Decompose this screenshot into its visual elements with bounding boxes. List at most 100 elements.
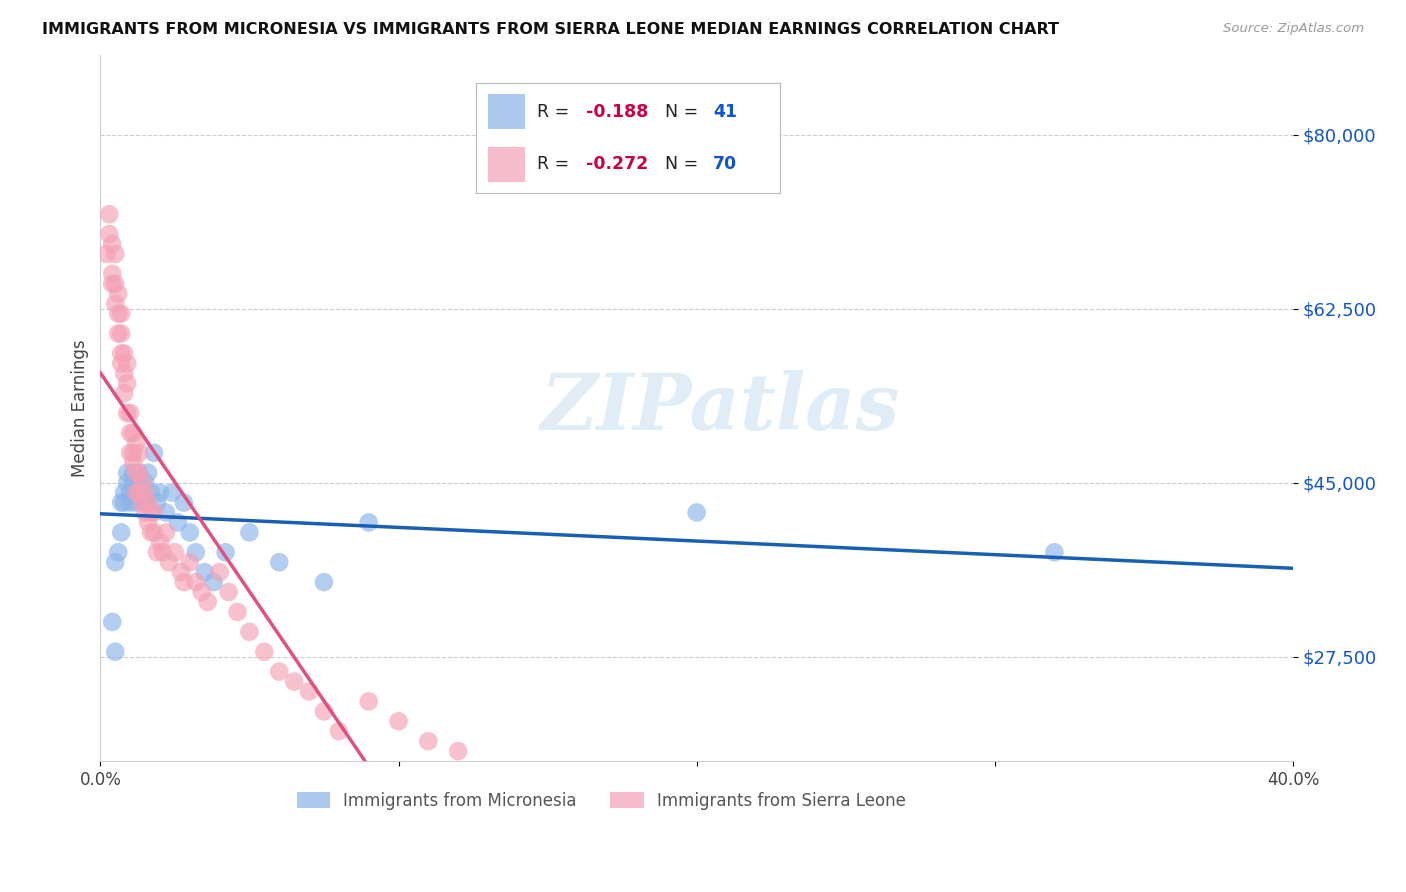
Point xyxy=(104,645,127,659)
Point xyxy=(218,585,240,599)
Point xyxy=(125,485,148,500)
Point xyxy=(115,356,138,370)
Point xyxy=(120,485,142,500)
Point xyxy=(110,307,132,321)
Point xyxy=(157,555,180,569)
Text: ZIPatlas: ZIPatlas xyxy=(541,370,900,446)
Point xyxy=(149,485,172,500)
Point xyxy=(104,296,127,310)
Point xyxy=(685,506,707,520)
Point xyxy=(155,525,177,540)
Point xyxy=(120,406,142,420)
Point xyxy=(269,555,291,569)
Point xyxy=(112,495,135,509)
Point xyxy=(120,495,142,509)
Point xyxy=(136,495,159,509)
Point xyxy=(269,665,291,679)
Point xyxy=(226,605,249,619)
Point xyxy=(104,247,127,261)
Point xyxy=(139,506,162,520)
Point xyxy=(131,495,153,509)
Point xyxy=(163,545,186,559)
Point xyxy=(112,386,135,401)
Point xyxy=(418,734,440,748)
Point xyxy=(107,286,129,301)
Point xyxy=(122,456,145,470)
Point xyxy=(110,356,132,370)
Point xyxy=(173,495,195,509)
Y-axis label: Median Earnings: Median Earnings xyxy=(72,339,89,477)
Point xyxy=(112,485,135,500)
Point xyxy=(173,575,195,590)
Point xyxy=(136,516,159,530)
Point xyxy=(312,575,335,590)
Point xyxy=(110,495,132,509)
Point xyxy=(184,545,207,559)
Point xyxy=(139,525,162,540)
Point xyxy=(146,495,169,509)
Point xyxy=(184,575,207,590)
Point xyxy=(194,565,217,579)
Point xyxy=(96,247,118,261)
Point xyxy=(110,525,132,540)
Point xyxy=(115,406,138,420)
Point xyxy=(112,346,135,360)
Point xyxy=(1043,545,1066,559)
Point xyxy=(167,516,190,530)
Point xyxy=(328,724,350,739)
Point xyxy=(122,425,145,440)
Point xyxy=(208,565,231,579)
Point xyxy=(98,207,121,221)
Point xyxy=(115,376,138,391)
Point xyxy=(122,466,145,480)
Point xyxy=(115,475,138,490)
Point xyxy=(120,425,142,440)
Point xyxy=(143,525,166,540)
Point xyxy=(238,525,260,540)
Point xyxy=(146,545,169,559)
Point xyxy=(112,367,135,381)
Point xyxy=(131,475,153,490)
Point xyxy=(128,475,150,490)
Point xyxy=(110,326,132,341)
Point xyxy=(357,694,380,708)
Point xyxy=(125,485,148,500)
Point xyxy=(104,277,127,291)
Point xyxy=(134,495,156,509)
Point xyxy=(143,506,166,520)
Point xyxy=(134,485,156,500)
Point xyxy=(143,446,166,460)
Point xyxy=(131,485,153,500)
Point xyxy=(134,506,156,520)
Text: IMMIGRANTS FROM MICRONESIA VS IMMIGRANTS FROM SIERRA LEONE MEDIAN EARNINGS CORRE: IMMIGRANTS FROM MICRONESIA VS IMMIGRANTS… xyxy=(42,22,1059,37)
Point xyxy=(115,466,138,480)
Point xyxy=(101,237,124,252)
Point xyxy=(128,446,150,460)
Point xyxy=(238,624,260,639)
Point xyxy=(447,744,470,758)
Point xyxy=(202,575,225,590)
Point xyxy=(179,525,201,540)
Point xyxy=(120,446,142,460)
Point xyxy=(190,585,212,599)
Point xyxy=(101,615,124,629)
Point xyxy=(98,227,121,241)
Point xyxy=(357,516,380,530)
Point xyxy=(125,436,148,450)
Point xyxy=(170,565,193,579)
Point xyxy=(107,545,129,559)
Point xyxy=(107,326,129,341)
Point xyxy=(104,555,127,569)
Point xyxy=(179,555,201,569)
Text: Source: ZipAtlas.com: Source: ZipAtlas.com xyxy=(1223,22,1364,36)
Legend: Immigrants from Micronesia, Immigrants from Sierra Leone: Immigrants from Micronesia, Immigrants f… xyxy=(290,785,912,816)
Point xyxy=(125,495,148,509)
Point xyxy=(387,714,409,729)
Point xyxy=(128,466,150,480)
Point xyxy=(107,307,129,321)
Point xyxy=(110,346,132,360)
Point xyxy=(125,466,148,480)
Point xyxy=(128,485,150,500)
Point xyxy=(312,704,335,718)
Point xyxy=(298,684,321,698)
